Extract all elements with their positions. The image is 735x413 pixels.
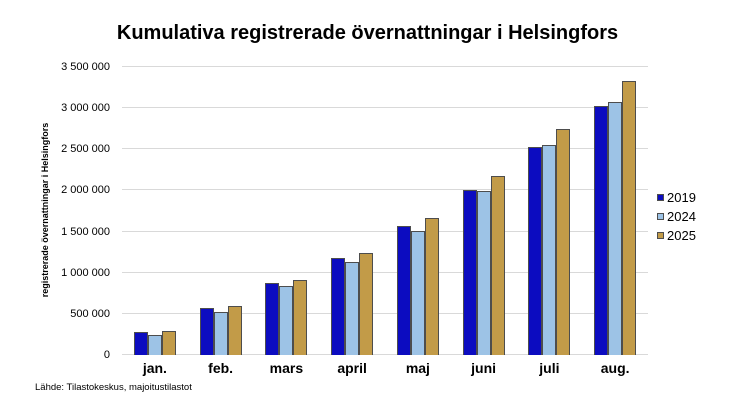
legend-label: 2025	[667, 228, 696, 243]
gridline	[122, 66, 648, 67]
bar-group-mars	[254, 67, 320, 355]
bar-2024-feb	[213, 311, 228, 355]
bar-2024-maj	[410, 231, 425, 355]
plot-area	[122, 66, 648, 355]
y-tick-label: 1 500 000	[61, 225, 110, 238]
bar-2025-feb	[227, 306, 242, 355]
legend-label: 2019	[667, 190, 696, 205]
bar-2025-jan	[161, 331, 176, 355]
y-tick-label: 1 000 000	[61, 266, 110, 279]
bar-2019-feb	[199, 308, 214, 355]
x-axis-label-jan: jan.	[142, 360, 167, 376]
y-tick-label: 2 000 000	[61, 184, 110, 197]
bar-2024-juli	[542, 145, 557, 355]
legend-swatch-icon	[657, 213, 664, 220]
y-tick-label: 3 500 000	[61, 61, 110, 73]
bar-2024-juni	[476, 191, 491, 355]
x-axis-label-maj: maj	[405, 360, 430, 376]
bar-group-juli	[517, 67, 583, 355]
legend-swatch-icon	[657, 232, 664, 239]
x-axis-label-mars: mars	[269, 360, 304, 376]
bar-2019-juli	[528, 146, 543, 355]
x-axis-label-april: april	[337, 360, 367, 376]
bar-2024-mars	[279, 286, 294, 355]
gridline	[122, 354, 648, 355]
legend-swatch-icon	[657, 194, 664, 201]
bar-2025-juli	[556, 128, 571, 355]
bar-2025-juni	[490, 176, 505, 355]
bar-2024-aug	[608, 102, 623, 355]
gridline	[122, 107, 648, 109]
legend: 2019 2024 2025	[657, 190, 696, 248]
gridline	[122, 312, 648, 314]
bar-2019-jan	[133, 331, 148, 355]
y-tick-label: 0	[103, 349, 110, 361]
bar-2024-jan	[147, 334, 162, 355]
bar-2025-mars	[293, 279, 308, 355]
x-axis-label-juli: juli	[539, 360, 560, 376]
y-axis-tick-labels: 0 500 000 1 000 000 1 500 000 2 000 000 2 500…	[0, 61, 110, 361]
x-axis-label-aug: aug.	[600, 360, 630, 376]
bar-group-maj	[385, 67, 451, 355]
bar-2019-juni	[462, 190, 477, 355]
y-tick-label: 500 000	[70, 307, 110, 320]
bar-2025-april	[359, 253, 374, 355]
bar-2024-april	[345, 261, 360, 355]
x-axis-label-feb: feb.	[208, 360, 234, 376]
gridline	[122, 230, 648, 232]
bar-2019-aug	[594, 105, 609, 355]
y-tick-label: 2 500 000	[61, 143, 110, 156]
gridline	[122, 271, 648, 273]
legend-label: 2024	[667, 209, 696, 224]
chart-title: Kumulativa registrerade övernattningar i…	[116, 22, 619, 44]
legend-item-2019: 2019	[657, 190, 696, 205]
bar-2025-aug	[622, 81, 637, 355]
y-tick-label: 3 000 000	[61, 102, 110, 115]
bar-group-feb	[188, 67, 254, 355]
bar-group-juni	[451, 67, 517, 355]
bar-group-april	[319, 67, 385, 355]
legend-item-2024: 2024	[657, 209, 696, 224]
gridline	[122, 189, 648, 191]
source-note: Lähde: Tilastokeskus, majoitustilastot	[35, 382, 192, 393]
bar-group-jan	[122, 67, 188, 355]
bar-2019-mars	[265, 282, 280, 355]
gridline	[122, 148, 648, 150]
bar-2019-april	[331, 257, 346, 355]
x-axis-label-juni: juni	[471, 360, 497, 376]
legend-item-2025: 2025	[657, 228, 696, 243]
x-axis-labels: jan. feb. mars april maj juni juli aug.	[122, 360, 648, 378]
bar-2019-maj	[396, 225, 411, 355]
bar-2025-maj	[424, 218, 439, 355]
bar-group-aug	[582, 67, 648, 355]
